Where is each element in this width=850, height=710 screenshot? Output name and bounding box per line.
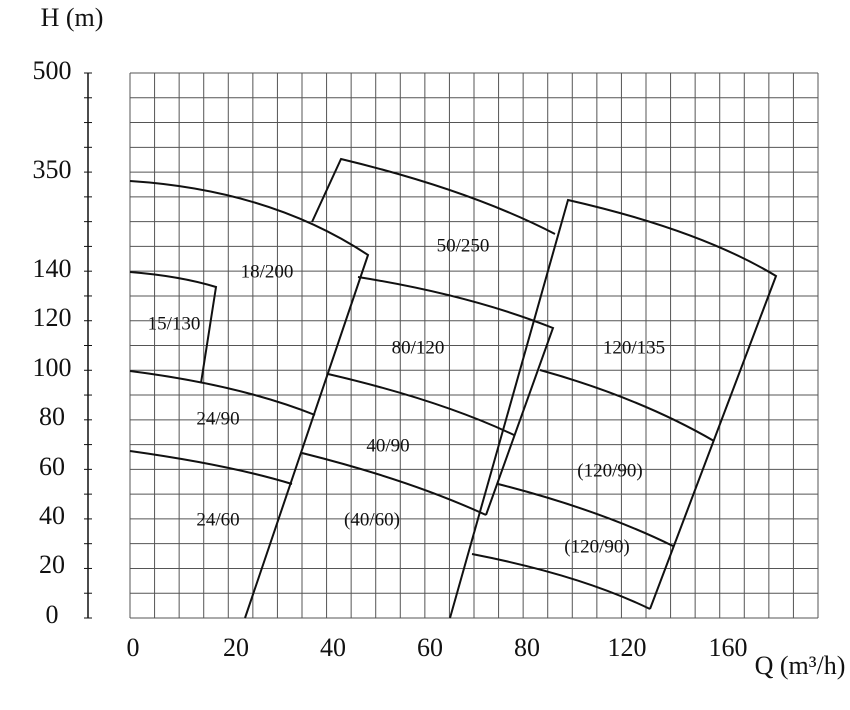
region-label: 50/250	[437, 235, 490, 256]
curve-bottom	[471, 553, 651, 610]
x-tick-label: 80	[514, 633, 540, 662]
y-tick-label: 0	[46, 600, 59, 629]
y-tick-label: 20	[39, 550, 65, 579]
region-label: 24/60	[196, 509, 239, 530]
y-tick-label: 40	[39, 501, 65, 530]
y-tick-label: 350	[33, 155, 72, 184]
y-tick-label: 140	[33, 254, 72, 283]
curves	[129, 157, 778, 619]
region-label: 24/90	[196, 408, 239, 429]
curve-18-200	[129, 180, 370, 619]
x-tick-label: 0	[127, 633, 140, 662]
region-label: 120/135	[603, 337, 665, 358]
curve-15-130	[129, 271, 218, 384]
x-tick-label: 60	[417, 633, 443, 662]
x-axis-title: Q (m³/h)	[755, 651, 846, 680]
y-tick-label: 100	[33, 353, 72, 382]
curve-24-90	[129, 370, 316, 416]
region-label: (120/90)	[564, 536, 629, 557]
curve-40-90	[327, 373, 515, 436]
region-label: 18/200	[241, 261, 294, 282]
y-tick-label: 60	[39, 452, 65, 481]
curve-120-90-a	[539, 369, 715, 442]
curve-50-250	[311, 157, 556, 235]
x-tick-label: 160	[709, 633, 748, 662]
y-axis-title: H (m)	[41, 3, 104, 32]
region-label: 80/120	[392, 337, 445, 358]
x-tick-label: 120	[608, 633, 647, 662]
y-tick-label: 120	[33, 303, 72, 332]
y-tick-label: 80	[39, 402, 65, 431]
y-tick-label: 500	[33, 56, 72, 85]
curve-120-90-b	[497, 483, 674, 547]
x-tick-label: 40	[320, 633, 346, 662]
grid	[129, 72, 819, 619]
curve-40-60	[301, 452, 487, 516]
x-tick-label: 20	[223, 633, 249, 662]
region-label: (120/90)	[577, 460, 642, 481]
curve-80-120	[357, 276, 555, 516]
region-label: 15/130	[148, 313, 201, 334]
curve-24-60	[129, 450, 293, 485]
curve-120-135	[449, 198, 778, 619]
region-label: (40/60)	[344, 509, 400, 530]
region-label: 40/90	[366, 435, 409, 456]
